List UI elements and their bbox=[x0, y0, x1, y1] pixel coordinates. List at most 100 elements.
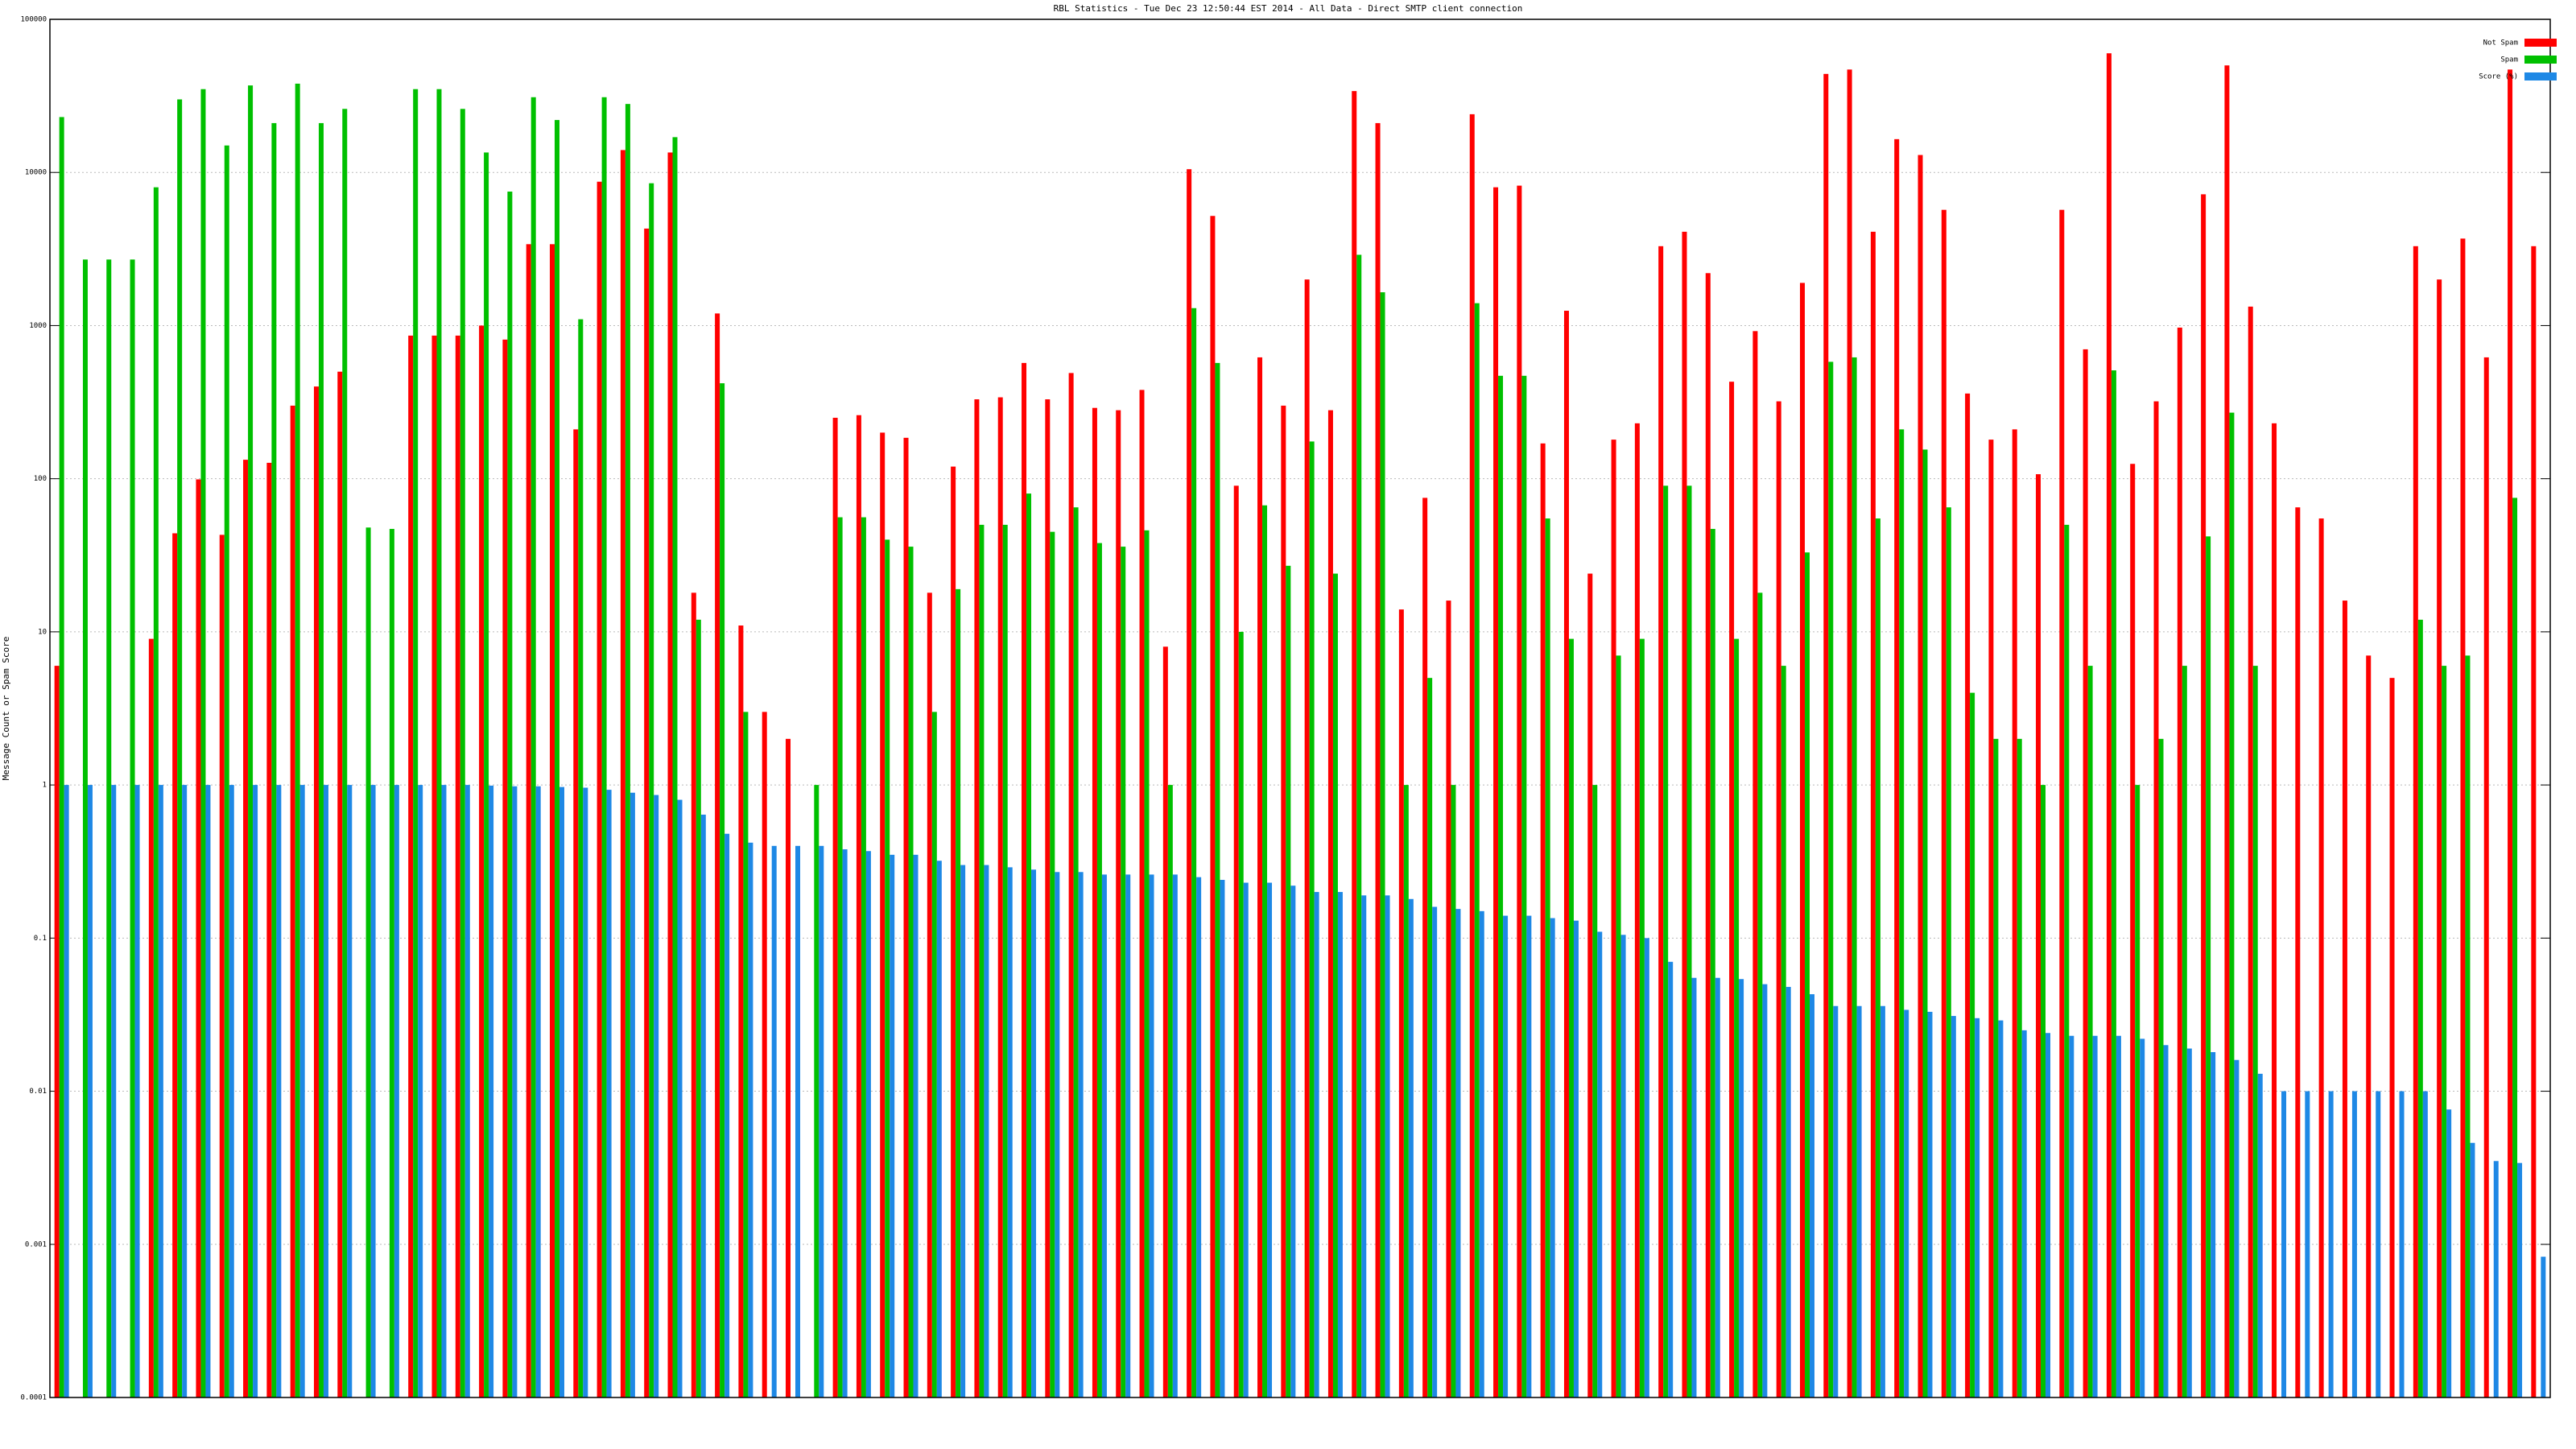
bar bbox=[885, 539, 890, 1397]
bar bbox=[1055, 872, 1060, 1397]
bar bbox=[1309, 441, 1315, 1397]
bar bbox=[2318, 518, 2324, 1398]
bar bbox=[625, 104, 630, 1397]
y-axis-label: Message Count or Spam Score bbox=[1, 637, 11, 781]
bar bbox=[1432, 906, 1438, 1397]
bar bbox=[1634, 423, 1640, 1398]
bar bbox=[177, 99, 183, 1398]
bar bbox=[2252, 666, 2258, 1397]
bar bbox=[997, 397, 1003, 1397]
bar bbox=[1096, 543, 1102, 1398]
bar bbox=[2021, 1030, 2027, 1397]
bar bbox=[2272, 423, 2277, 1398]
bar bbox=[1385, 895, 1390, 1397]
bar bbox=[299, 785, 305, 1397]
bar bbox=[148, 638, 154, 1397]
bar bbox=[1139, 390, 1145, 1398]
bar bbox=[1922, 449, 1928, 1397]
bar bbox=[1125, 874, 1131, 1397]
bar bbox=[1187, 169, 1192, 1398]
bar bbox=[318, 122, 324, 1397]
bar bbox=[1691, 977, 1697, 1397]
bar bbox=[323, 785, 328, 1397]
bar bbox=[601, 97, 607, 1398]
bar bbox=[455, 335, 460, 1397]
bar bbox=[106, 259, 112, 1398]
bar bbox=[606, 790, 612, 1397]
bar bbox=[196, 479, 201, 1397]
bar bbox=[1734, 638, 1740, 1397]
bar bbox=[2116, 1035, 2121, 1397]
bar bbox=[271, 122, 277, 1397]
bar bbox=[2069, 1035, 2074, 1397]
bar bbox=[1332, 573, 1338, 1397]
bar bbox=[2153, 401, 2159, 1397]
bar bbox=[1616, 655, 1621, 1397]
legend-swatch bbox=[2524, 39, 2557, 47]
bar bbox=[1092, 407, 1097, 1398]
bar bbox=[715, 313, 720, 1397]
bar bbox=[2206, 536, 2211, 1397]
bar bbox=[890, 854, 895, 1397]
bar bbox=[2437, 279, 2442, 1397]
bar bbox=[1592, 785, 1598, 1397]
bar bbox=[1375, 122, 1381, 1397]
bar bbox=[2182, 666, 2187, 1397]
legend-label: Not Spam bbox=[2483, 39, 2518, 47]
bar bbox=[276, 785, 282, 1397]
bar bbox=[1121, 547, 1126, 1397]
bar bbox=[1587, 573, 1593, 1397]
bar bbox=[2140, 1038, 2145, 1397]
bar bbox=[2083, 349, 2088, 1397]
bar bbox=[696, 619, 701, 1397]
bar bbox=[630, 792, 635, 1397]
bar bbox=[2422, 1091, 2428, 1397]
y-tick-label: 0.1 bbox=[34, 935, 47, 943]
bar bbox=[1380, 292, 1385, 1397]
bar bbox=[979, 524, 985, 1398]
bar bbox=[786, 738, 791, 1397]
bar bbox=[1162, 646, 1168, 1397]
bar bbox=[2399, 1091, 2405, 1397]
bar bbox=[842, 849, 848, 1397]
bar bbox=[290, 405, 295, 1397]
bar bbox=[960, 865, 966, 1397]
bar bbox=[1257, 357, 1263, 1397]
bar bbox=[172, 533, 178, 1397]
bar bbox=[530, 97, 536, 1398]
bar bbox=[1975, 1018, 1980, 1397]
bar bbox=[479, 325, 485, 1397]
bar bbox=[1573, 920, 1579, 1397]
bar bbox=[1403, 785, 1409, 1397]
bar bbox=[1238, 631, 1244, 1397]
bar bbox=[1469, 114, 1475, 1398]
bar bbox=[2046, 1033, 2051, 1397]
y-tick-label: 100000 bbox=[20, 16, 47, 24]
bar bbox=[1361, 895, 1367, 1397]
bar bbox=[1823, 73, 1829, 1397]
bar bbox=[82, 259, 88, 1398]
bar bbox=[1073, 507, 1079, 1398]
bar bbox=[1352, 91, 1357, 1397]
bar bbox=[903, 437, 909, 1397]
bar bbox=[436, 89, 442, 1397]
bar bbox=[1739, 979, 1744, 1397]
bar bbox=[1870, 231, 1876, 1397]
bar bbox=[1356, 254, 1362, 1397]
bar bbox=[1149, 874, 1154, 1397]
bar bbox=[2211, 1051, 2216, 1397]
bar bbox=[1540, 443, 1546, 1398]
bar bbox=[1715, 977, 1720, 1397]
bar bbox=[2036, 474, 2041, 1398]
bar bbox=[2512, 497, 2518, 1397]
chart-title: RBL Statistics - Tue Dec 23 12:50:44 EST… bbox=[1054, 3, 1523, 14]
bar bbox=[1304, 279, 1310, 1397]
bar bbox=[512, 786, 518, 1397]
bar bbox=[1988, 440, 1994, 1397]
bar bbox=[1762, 984, 1768, 1397]
bar bbox=[1078, 872, 1084, 1397]
bar bbox=[2111, 370, 2116, 1398]
bar bbox=[526, 244, 531, 1397]
bar bbox=[489, 785, 494, 1397]
